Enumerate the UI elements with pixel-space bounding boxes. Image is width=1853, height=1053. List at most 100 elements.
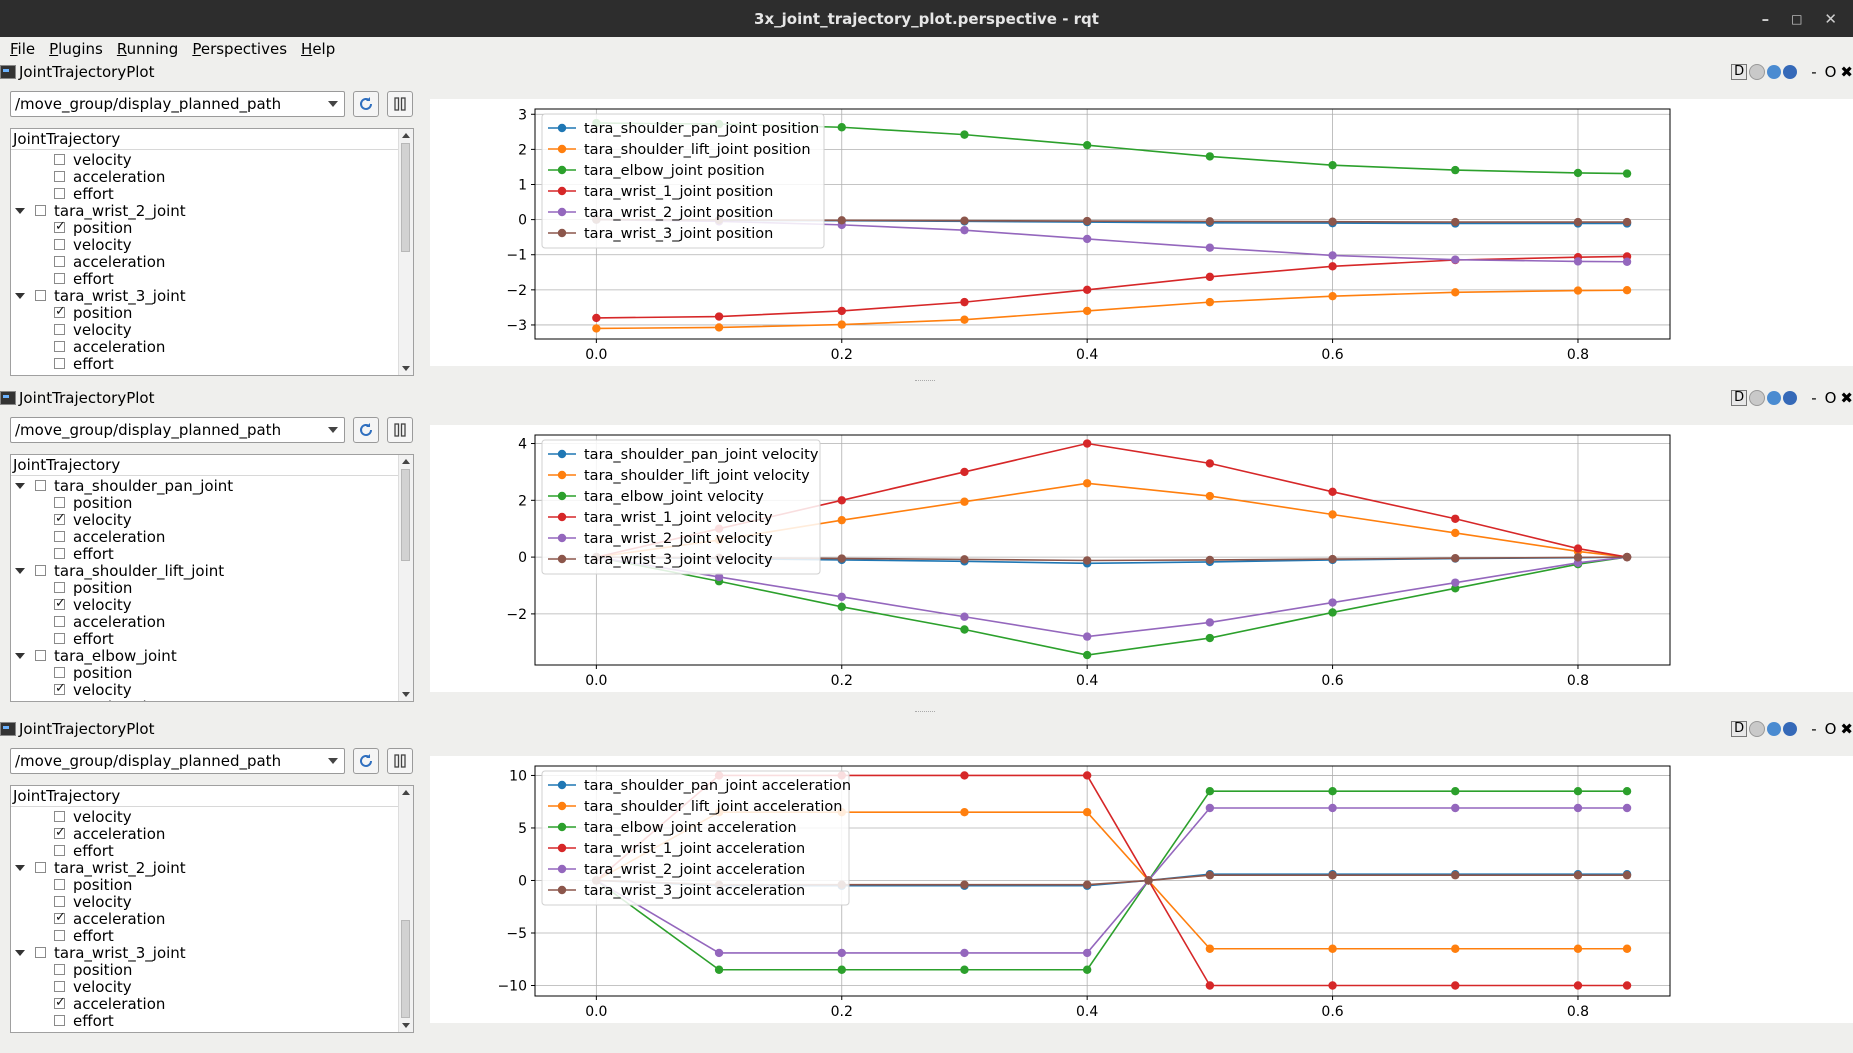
tree-checkbox[interactable] — [54, 667, 65, 678]
tree-field-row[interactable]: velocity — [54, 893, 132, 911]
menu-perspectives[interactable]: Perspectives — [192, 40, 288, 58]
minimize-window-button[interactable]: – — [1761, 9, 1770, 28]
maximize-window-button[interactable]: □ — [1791, 11, 1803, 26]
panel-minimize-button[interactable]: - — [1811, 63, 1817, 81]
tree-field-row[interactable]: velocity — [54, 511, 132, 529]
tree-field-row[interactable]: velocity — [54, 236, 132, 254]
tree-checkbox[interactable] — [54, 188, 65, 199]
panel-float-button[interactable]: O — [1824, 63, 1837, 81]
scrollbar-thumb[interactable] — [401, 919, 410, 1018]
panel-close-button[interactable]: ✖ — [1840, 63, 1853, 81]
expand-arrow-icon[interactable] — [15, 567, 25, 574]
reload-icon[interactable] — [1767, 722, 1782, 736]
plot-canvas[interactable]: 0.0 0.2 0.4 0.6 0.8 10 5 0 −5 −10 tara_shoulder_pa… — [430, 756, 1853, 1023]
tree-checkbox[interactable] — [35, 205, 46, 216]
tree-scrollbar[interactable] — [398, 455, 413, 701]
tree-field-row[interactable]: velocity — [54, 596, 132, 614]
tree-checkbox[interactable] — [54, 995, 66, 1010]
joint-trajectory-tree[interactable]: JointTrajectory tara_shoulder_pan_joint po… — [10, 454, 414, 702]
tree-checkbox[interactable] — [54, 219, 66, 234]
topic-combobox[interactable]: /move_group/display_planned_path — [10, 91, 345, 117]
tree-checkbox[interactable] — [54, 531, 65, 542]
help-icon[interactable] — [1783, 65, 1798, 79]
topic-combobox[interactable]: /move_group/display_planned_path — [10, 417, 345, 443]
tree-joint-row[interactable]: tara_wrist_2_joint — [15, 202, 186, 220]
tree-checkbox[interactable] — [54, 154, 65, 165]
tree-scrollbar[interactable] — [398, 786, 413, 1032]
tree-joint-row[interactable]: tara_shoulder_lift_joint — [15, 562, 224, 580]
tree-field-row[interactable]: acceleration — [54, 613, 165, 631]
scroll-down-icon[interactable] — [402, 692, 410, 697]
tree-checkbox[interactable] — [54, 582, 65, 593]
tree-checkbox[interactable] — [54, 616, 65, 627]
expand-arrow-icon[interactable] — [15, 864, 25, 871]
scroll-down-icon[interactable] — [402, 366, 410, 371]
tree-field-row[interactable]: effort — [54, 270, 114, 288]
tree-scrollbar[interactable] — [398, 129, 413, 375]
tree-checkbox[interactable] — [54, 964, 65, 975]
tree-field-row[interactable]: acceleration — [54, 253, 165, 271]
expand-arrow-icon[interactable] — [15, 207, 25, 214]
tree-field-row[interactable]: effort — [54, 630, 114, 648]
plot-canvas[interactable]: 0.0 0.2 0.4 0.6 0.8 4 2 0 −2 tara_shoulder_pan_jo… — [430, 425, 1853, 692]
tree-field-row[interactable]: effort — [54, 927, 114, 945]
panel-float-button[interactable]: O — [1824, 389, 1837, 407]
refresh-button[interactable] — [353, 91, 379, 117]
tree-checkbox[interactable] — [35, 480, 46, 491]
tree-checkbox[interactable] — [54, 1015, 65, 1026]
panel-d-button[interactable]: D — [1731, 721, 1748, 737]
refresh-button[interactable] — [353, 748, 379, 774]
tree-checkbox[interactable] — [54, 171, 65, 182]
tree-checkbox[interactable] — [54, 324, 65, 335]
topic-combobox[interactable]: /move_group/display_planned_path — [10, 748, 345, 774]
pause-button[interactable] — [387, 91, 413, 117]
plot-canvas[interactable]: 0.0 0.2 0.4 0.6 0.8 3 2 1 0 −1 −2 −3 tara_shoulder_p… — [430, 99, 1853, 366]
pause-button[interactable] — [387, 748, 413, 774]
tree-checkbox[interactable] — [54, 879, 65, 890]
tree-joint-row[interactable]: tara_shoulder_pan_joint — [15, 477, 233, 495]
tree-checkbox[interactable] — [35, 650, 46, 661]
expand-arrow-icon[interactable] — [15, 482, 25, 489]
tree-field-row[interactable]: acceleration — [54, 910, 165, 928]
tree-field-row[interactable]: acceleration — [54, 995, 165, 1013]
panel-d-button[interactable]: D — [1731, 390, 1748, 406]
help-icon[interactable] — [1783, 722, 1798, 736]
joint-trajectory-tree[interactable]: JointTrajectoryvelocityaccelerationeffor… — [10, 785, 414, 1033]
tree-field-row[interactable]: velocity — [54, 978, 132, 996]
scroll-down-icon[interactable] — [402, 1023, 410, 1028]
tree-checkbox[interactable] — [54, 511, 66, 526]
tree-checkbox[interactable] — [54, 273, 65, 284]
scroll-up-icon[interactable] — [402, 133, 410, 138]
scroll-up-icon[interactable] — [402, 790, 410, 795]
tree-field-row[interactable]: velocity — [54, 151, 132, 169]
tree-checkbox[interactable] — [35, 862, 46, 873]
expand-arrow-icon[interactable] — [15, 652, 25, 659]
tree-checkbox[interactable] — [54, 497, 65, 508]
tree-checkbox[interactable] — [54, 910, 66, 925]
tree-field-row[interactable]: effort — [54, 842, 114, 860]
tree-checkbox[interactable] — [54, 548, 65, 559]
tree-checkbox[interactable] — [54, 681, 66, 696]
tree-field-row[interactable]: velocity — [54, 321, 132, 339]
tree-field-row[interactable]: position — [54, 579, 132, 597]
tree-field-row[interactable]: effort — [54, 185, 114, 203]
tree-checkbox[interactable] — [35, 290, 46, 301]
help-icon[interactable] — [1783, 391, 1798, 405]
tree-field-row[interactable]: effort — [54, 1012, 114, 1030]
panel-close-button[interactable]: ✖ — [1840, 389, 1853, 407]
menu-plugins[interactable]: Plugins — [49, 40, 103, 58]
tree-field-row[interactable]: position — [54, 304, 132, 322]
panel-splitter[interactable] — [915, 380, 935, 383]
pause-button[interactable] — [387, 417, 413, 443]
tree-checkbox[interactable] — [54, 256, 65, 267]
panel-d-button[interactable]: D — [1731, 64, 1748, 80]
tree-joint-row[interactable]: tara_elbow_joint — [15, 647, 177, 665]
tree-joint-row[interactable]: tara_wrist_3_joint — [15, 944, 186, 962]
tree-field-row[interactable]: velocity — [54, 681, 132, 699]
tree-field-row[interactable]: acceleration — [54, 168, 165, 186]
tree-field-row[interactable]: position — [54, 876, 132, 894]
tree-checkbox[interactable] — [54, 981, 65, 992]
settings-gear-icon[interactable] — [1749, 390, 1766, 406]
tree-field-row[interactable]: position — [54, 219, 132, 237]
